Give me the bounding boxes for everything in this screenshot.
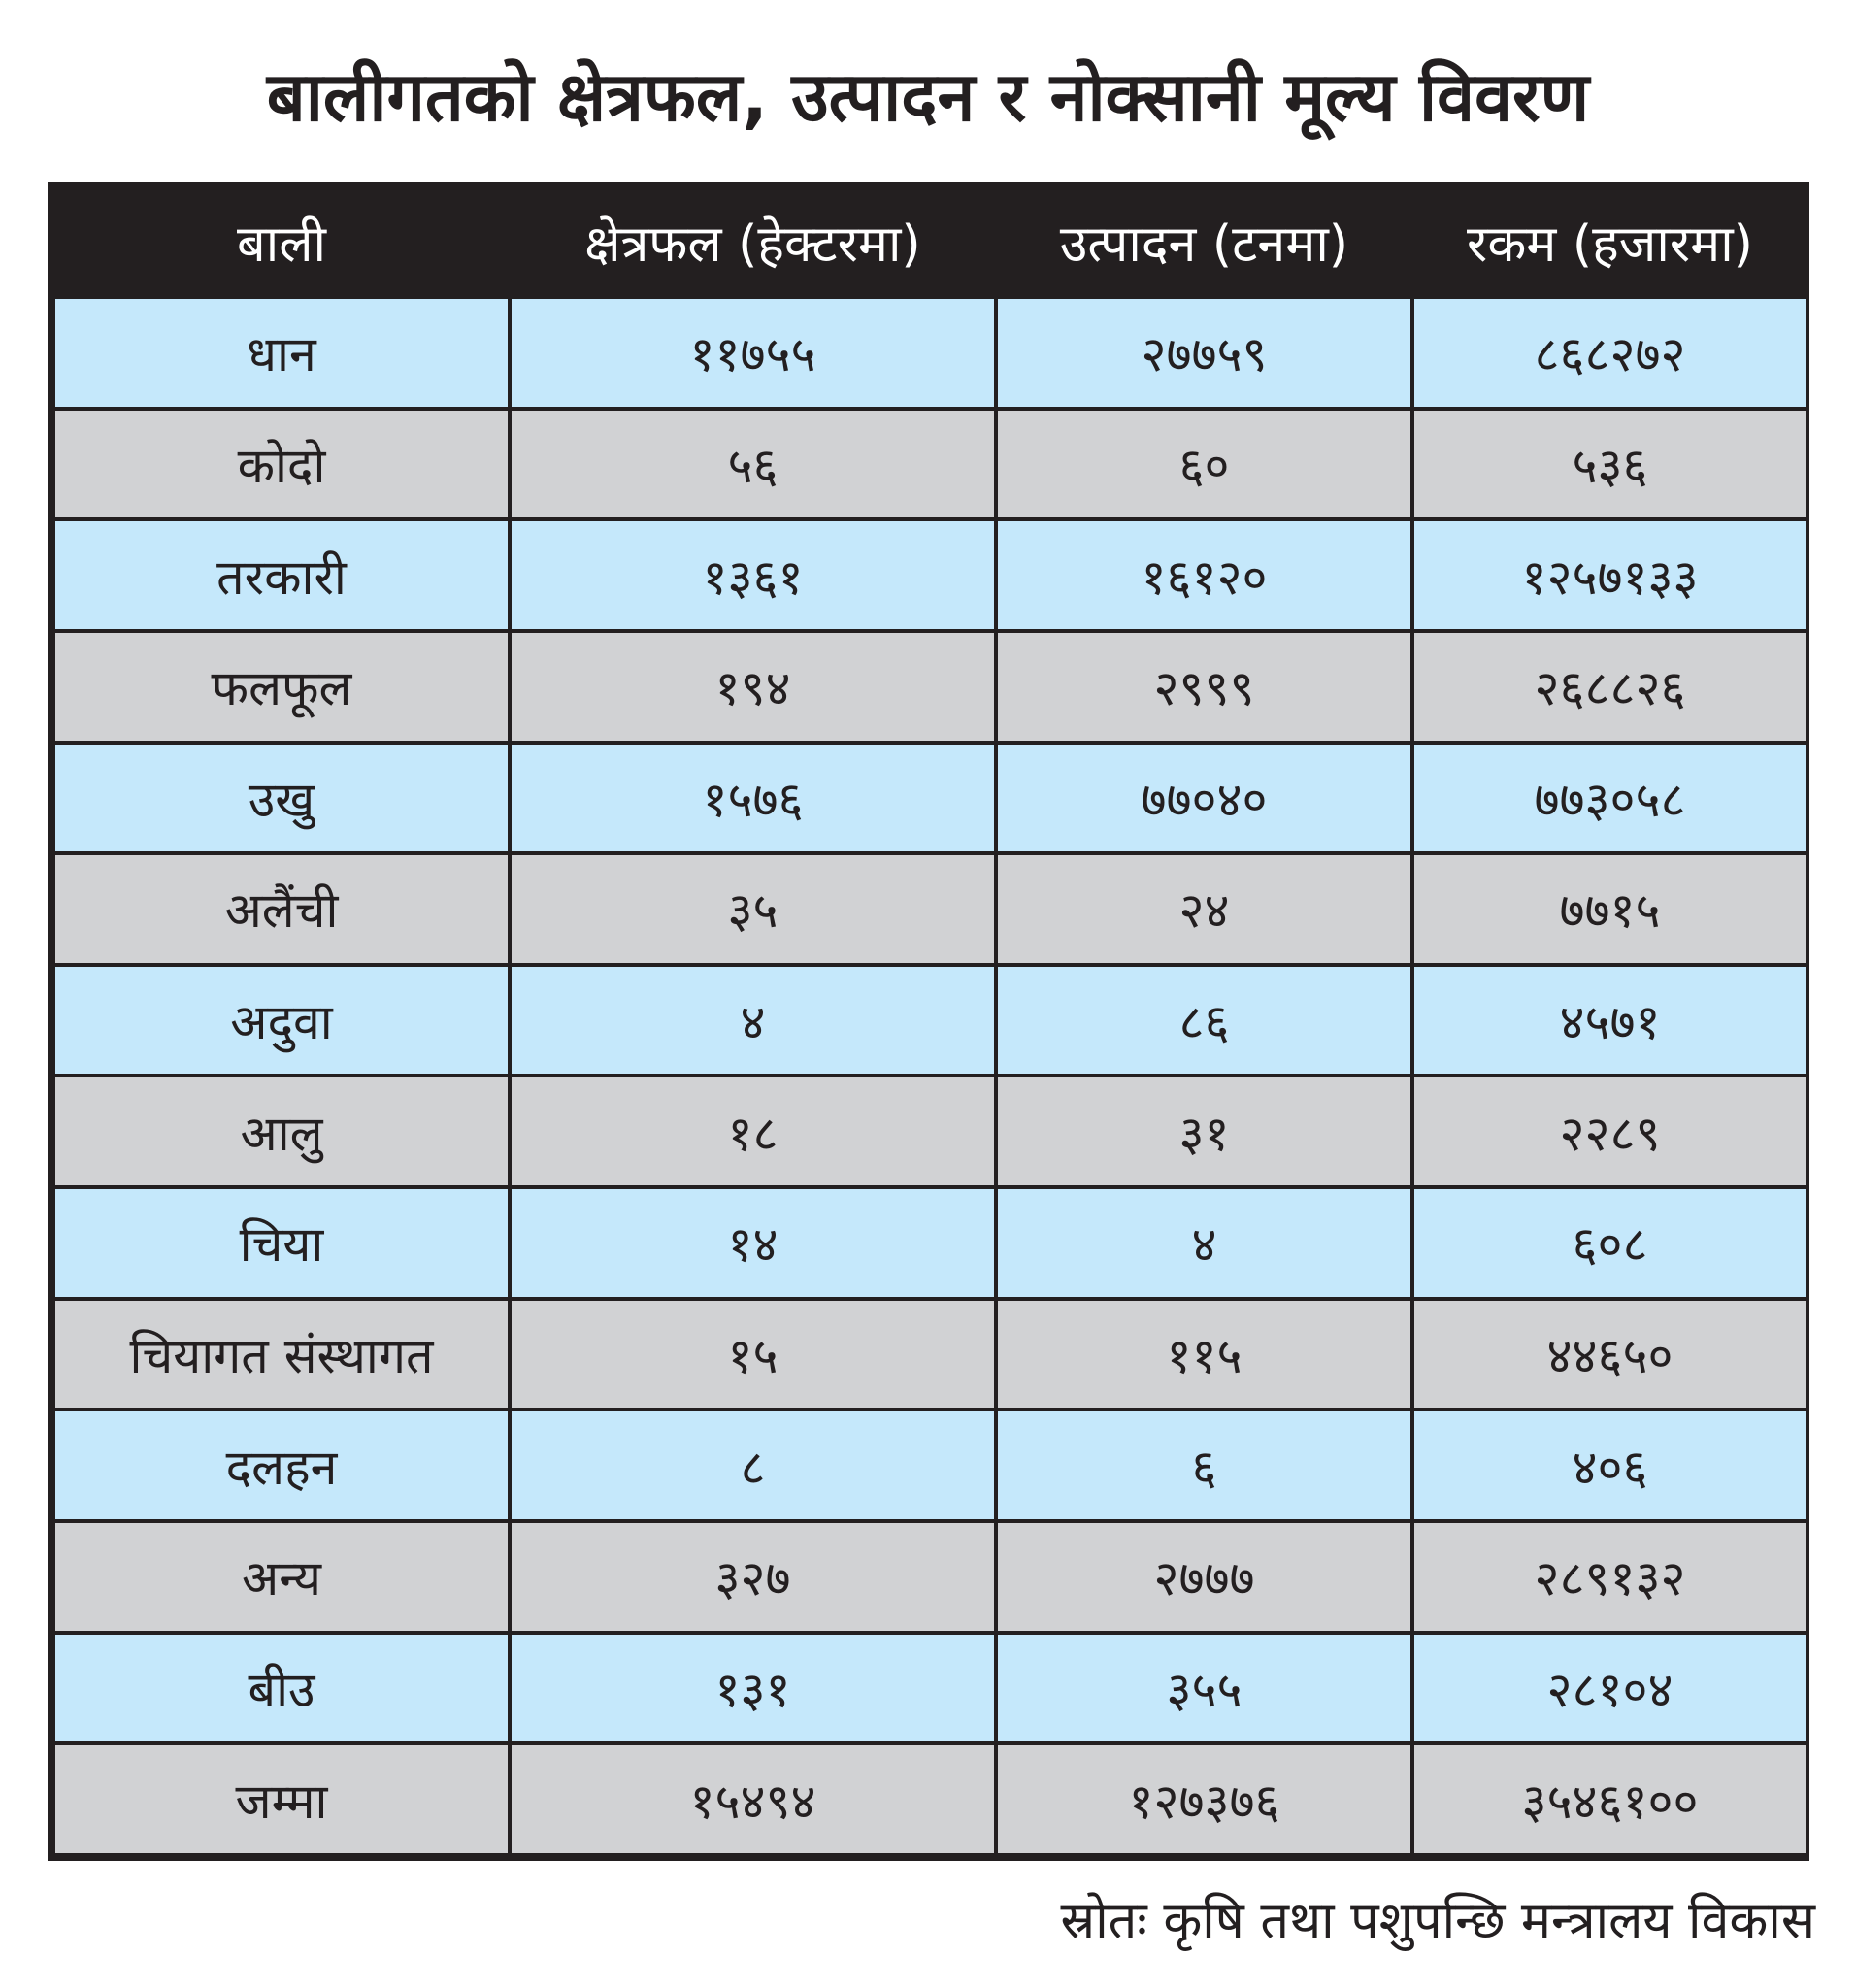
cell-crop: अदुवा xyxy=(51,962,512,1078)
cell-area: ५६ xyxy=(508,406,998,522)
cell-area: १८ xyxy=(508,1074,998,1190)
cell-production: ३५५ xyxy=(994,1630,1414,1746)
header-amount: रकम (हजारमा) xyxy=(1412,185,1807,299)
cell-crop: जम्मा xyxy=(51,1741,512,1857)
cell-area: १५४९४ xyxy=(508,1741,998,1857)
cell-amount: ५३६ xyxy=(1410,406,1809,522)
cell-area: ४ xyxy=(508,962,998,1078)
table-header-row: बाली क्षेत्रफल (हेक्टरमा) उत्पादन (टनमा)… xyxy=(53,185,1807,299)
table-row: चिया १४ ४ ६०८ xyxy=(51,1185,1809,1301)
table-row: फलफूल १९४ २९९९ २६८८२६ xyxy=(51,628,1809,745)
table-row: चियागत संस्थागत १५ ११५ ४४६५० xyxy=(51,1296,1809,1412)
cell-amount: २६८८२६ xyxy=(1410,628,1809,745)
cell-area: ३२७ xyxy=(508,1519,998,1635)
cell-amount: ३५४६१०० xyxy=(1410,1741,1809,1857)
header-production: उत्पादन (टनमा) xyxy=(996,185,1412,299)
table-row: कोदो ५६ ६० ५३६ xyxy=(51,406,1809,522)
cell-production: ८६ xyxy=(994,962,1414,1078)
cell-area: १९४ xyxy=(508,628,998,745)
cell-crop: धान xyxy=(51,299,512,411)
cell-crop: आलु xyxy=(51,1074,512,1190)
cell-production: ३१ xyxy=(994,1074,1414,1190)
table-row: अदुवा ४ ८६ ४५७१ xyxy=(51,962,1809,1078)
cell-crop: फलफूल xyxy=(51,628,512,745)
cell-crop: चिया xyxy=(51,1185,512,1301)
cell-crop: दलहन xyxy=(51,1408,512,1523)
table-row-total: जम्मा १५४९४ १२७३७६ ३५४६१०० xyxy=(51,1741,1809,1857)
cell-amount: ७७१५ xyxy=(1410,851,1809,967)
cell-area: १३६१ xyxy=(508,517,998,633)
table-row: दलहन ८ ६ ४०६ xyxy=(51,1408,1809,1523)
crop-loss-table: बाली क्षेत्रफल (हेक्टरमा) उत्पादन (टनमा)… xyxy=(51,185,1809,1857)
table-row: आलु १८ ३१ २२८९ xyxy=(51,1074,1809,1190)
crop-loss-table-container: बाली क्षेत्रफल (हेक्टरमा) उत्पादन (टनमा)… xyxy=(48,182,1809,1861)
cell-area: ३५ xyxy=(508,851,998,967)
cell-area: १३१ xyxy=(508,1630,998,1746)
cell-production: २४ xyxy=(994,851,1414,967)
table-row: तरकारी १३६१ १६१२० १२५७१३३ xyxy=(51,517,1809,633)
cell-amount: २२८९ xyxy=(1410,1074,1809,1190)
cell-amount: २८१०४ xyxy=(1410,1630,1809,1746)
cell-production: २७७७ xyxy=(994,1519,1414,1635)
cell-crop: कोदो xyxy=(51,406,512,522)
cell-production: २९९९ xyxy=(994,628,1414,745)
cell-amount: ८६८२७२ xyxy=(1410,299,1809,411)
cell-production: ११५ xyxy=(994,1296,1414,1412)
cell-amount: २८९१३२ xyxy=(1410,1519,1809,1635)
cell-amount: ७७३०५८ xyxy=(1410,740,1809,856)
page-title: बालीगतको क्षेत्रफल, उत्पादन र नोक्सानी म… xyxy=(266,57,1590,137)
cell-area: १५७६ xyxy=(508,740,998,856)
cell-production: १२७३७६ xyxy=(994,1741,1414,1857)
cell-crop: चियागत संस्थागत xyxy=(51,1296,512,1412)
cell-amount: ६०८ xyxy=(1410,1185,1809,1301)
cell-amount: ४४६५० xyxy=(1410,1296,1809,1412)
cell-amount: ४०६ xyxy=(1410,1408,1809,1523)
cell-area: ८ xyxy=(508,1408,998,1523)
cell-crop: बीउ xyxy=(51,1630,512,1746)
source-note: स्रोतः कृषि तथा पशुपन्छि मन्त्रालय विकास xyxy=(1060,1892,1815,1950)
table-row: अलैंची ३५ २४ ७७१५ xyxy=(51,851,1809,967)
header-crop: बाली xyxy=(53,185,510,299)
cell-amount: ४५७१ xyxy=(1410,962,1809,1078)
cell-crop: तरकारी xyxy=(51,517,512,633)
cell-production: ६० xyxy=(994,406,1414,522)
cell-area: १४ xyxy=(508,1185,998,1301)
header-area: क्षेत्रफल (हेक्टरमा) xyxy=(510,185,996,299)
cell-area: ११७५५ xyxy=(508,299,998,411)
table-row: बीउ १३१ ३५५ २८१०४ xyxy=(51,1630,1809,1746)
cell-area: १५ xyxy=(508,1296,998,1412)
table-row: धान ११७५५ २७७५९ ८६८२७२ xyxy=(51,299,1809,411)
cell-crop: अलैंची xyxy=(51,851,512,967)
cell-production: ४ xyxy=(994,1185,1414,1301)
table-row: उखु १५७६ ७७०४० ७७३०५८ xyxy=(51,740,1809,856)
cell-production: ७७०४० xyxy=(994,740,1414,856)
cell-crop: उखु xyxy=(51,740,512,856)
cell-amount: १२५७१३३ xyxy=(1410,517,1809,633)
cell-production: ६ xyxy=(994,1408,1414,1523)
cell-production: २७७५९ xyxy=(994,299,1414,411)
cell-crop: अन्य xyxy=(51,1519,512,1635)
cell-production: १६१२० xyxy=(994,517,1414,633)
table-row: अन्य ३२७ २७७७ २८९१३२ xyxy=(51,1519,1809,1635)
